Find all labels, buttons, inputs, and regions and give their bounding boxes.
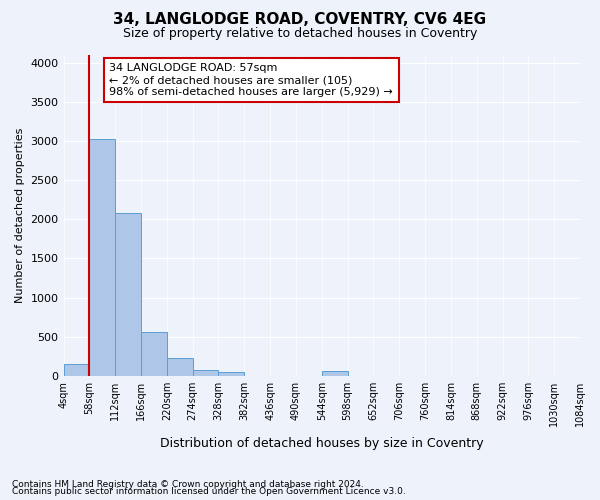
Bar <box>322 371 347 376</box>
Text: Size of property relative to detached houses in Coventry: Size of property relative to detached ho… <box>123 28 477 40</box>
Bar <box>141 332 167 376</box>
Bar <box>115 214 141 376</box>
Text: 34, LANGLODGE ROAD, COVENTRY, CV6 4EG: 34, LANGLODGE ROAD, COVENTRY, CV6 4EG <box>113 12 487 28</box>
Y-axis label: Number of detached properties: Number of detached properties <box>15 128 25 303</box>
Bar <box>64 364 89 376</box>
Text: 34 LANGLODGE ROAD: 57sqm
← 2% of detached houses are smaller (105)
98% of semi-d: 34 LANGLODGE ROAD: 57sqm ← 2% of detache… <box>109 64 393 96</box>
Bar <box>167 358 193 376</box>
Bar <box>193 370 218 376</box>
X-axis label: Distribution of detached houses by size in Coventry: Distribution of detached houses by size … <box>160 437 484 450</box>
Text: Contains HM Land Registry data © Crown copyright and database right 2024.: Contains HM Land Registry data © Crown c… <box>12 480 364 489</box>
Bar <box>218 372 244 376</box>
Bar <box>89 140 115 376</box>
Text: Contains public sector information licensed under the Open Government Licence v3: Contains public sector information licen… <box>12 487 406 496</box>
